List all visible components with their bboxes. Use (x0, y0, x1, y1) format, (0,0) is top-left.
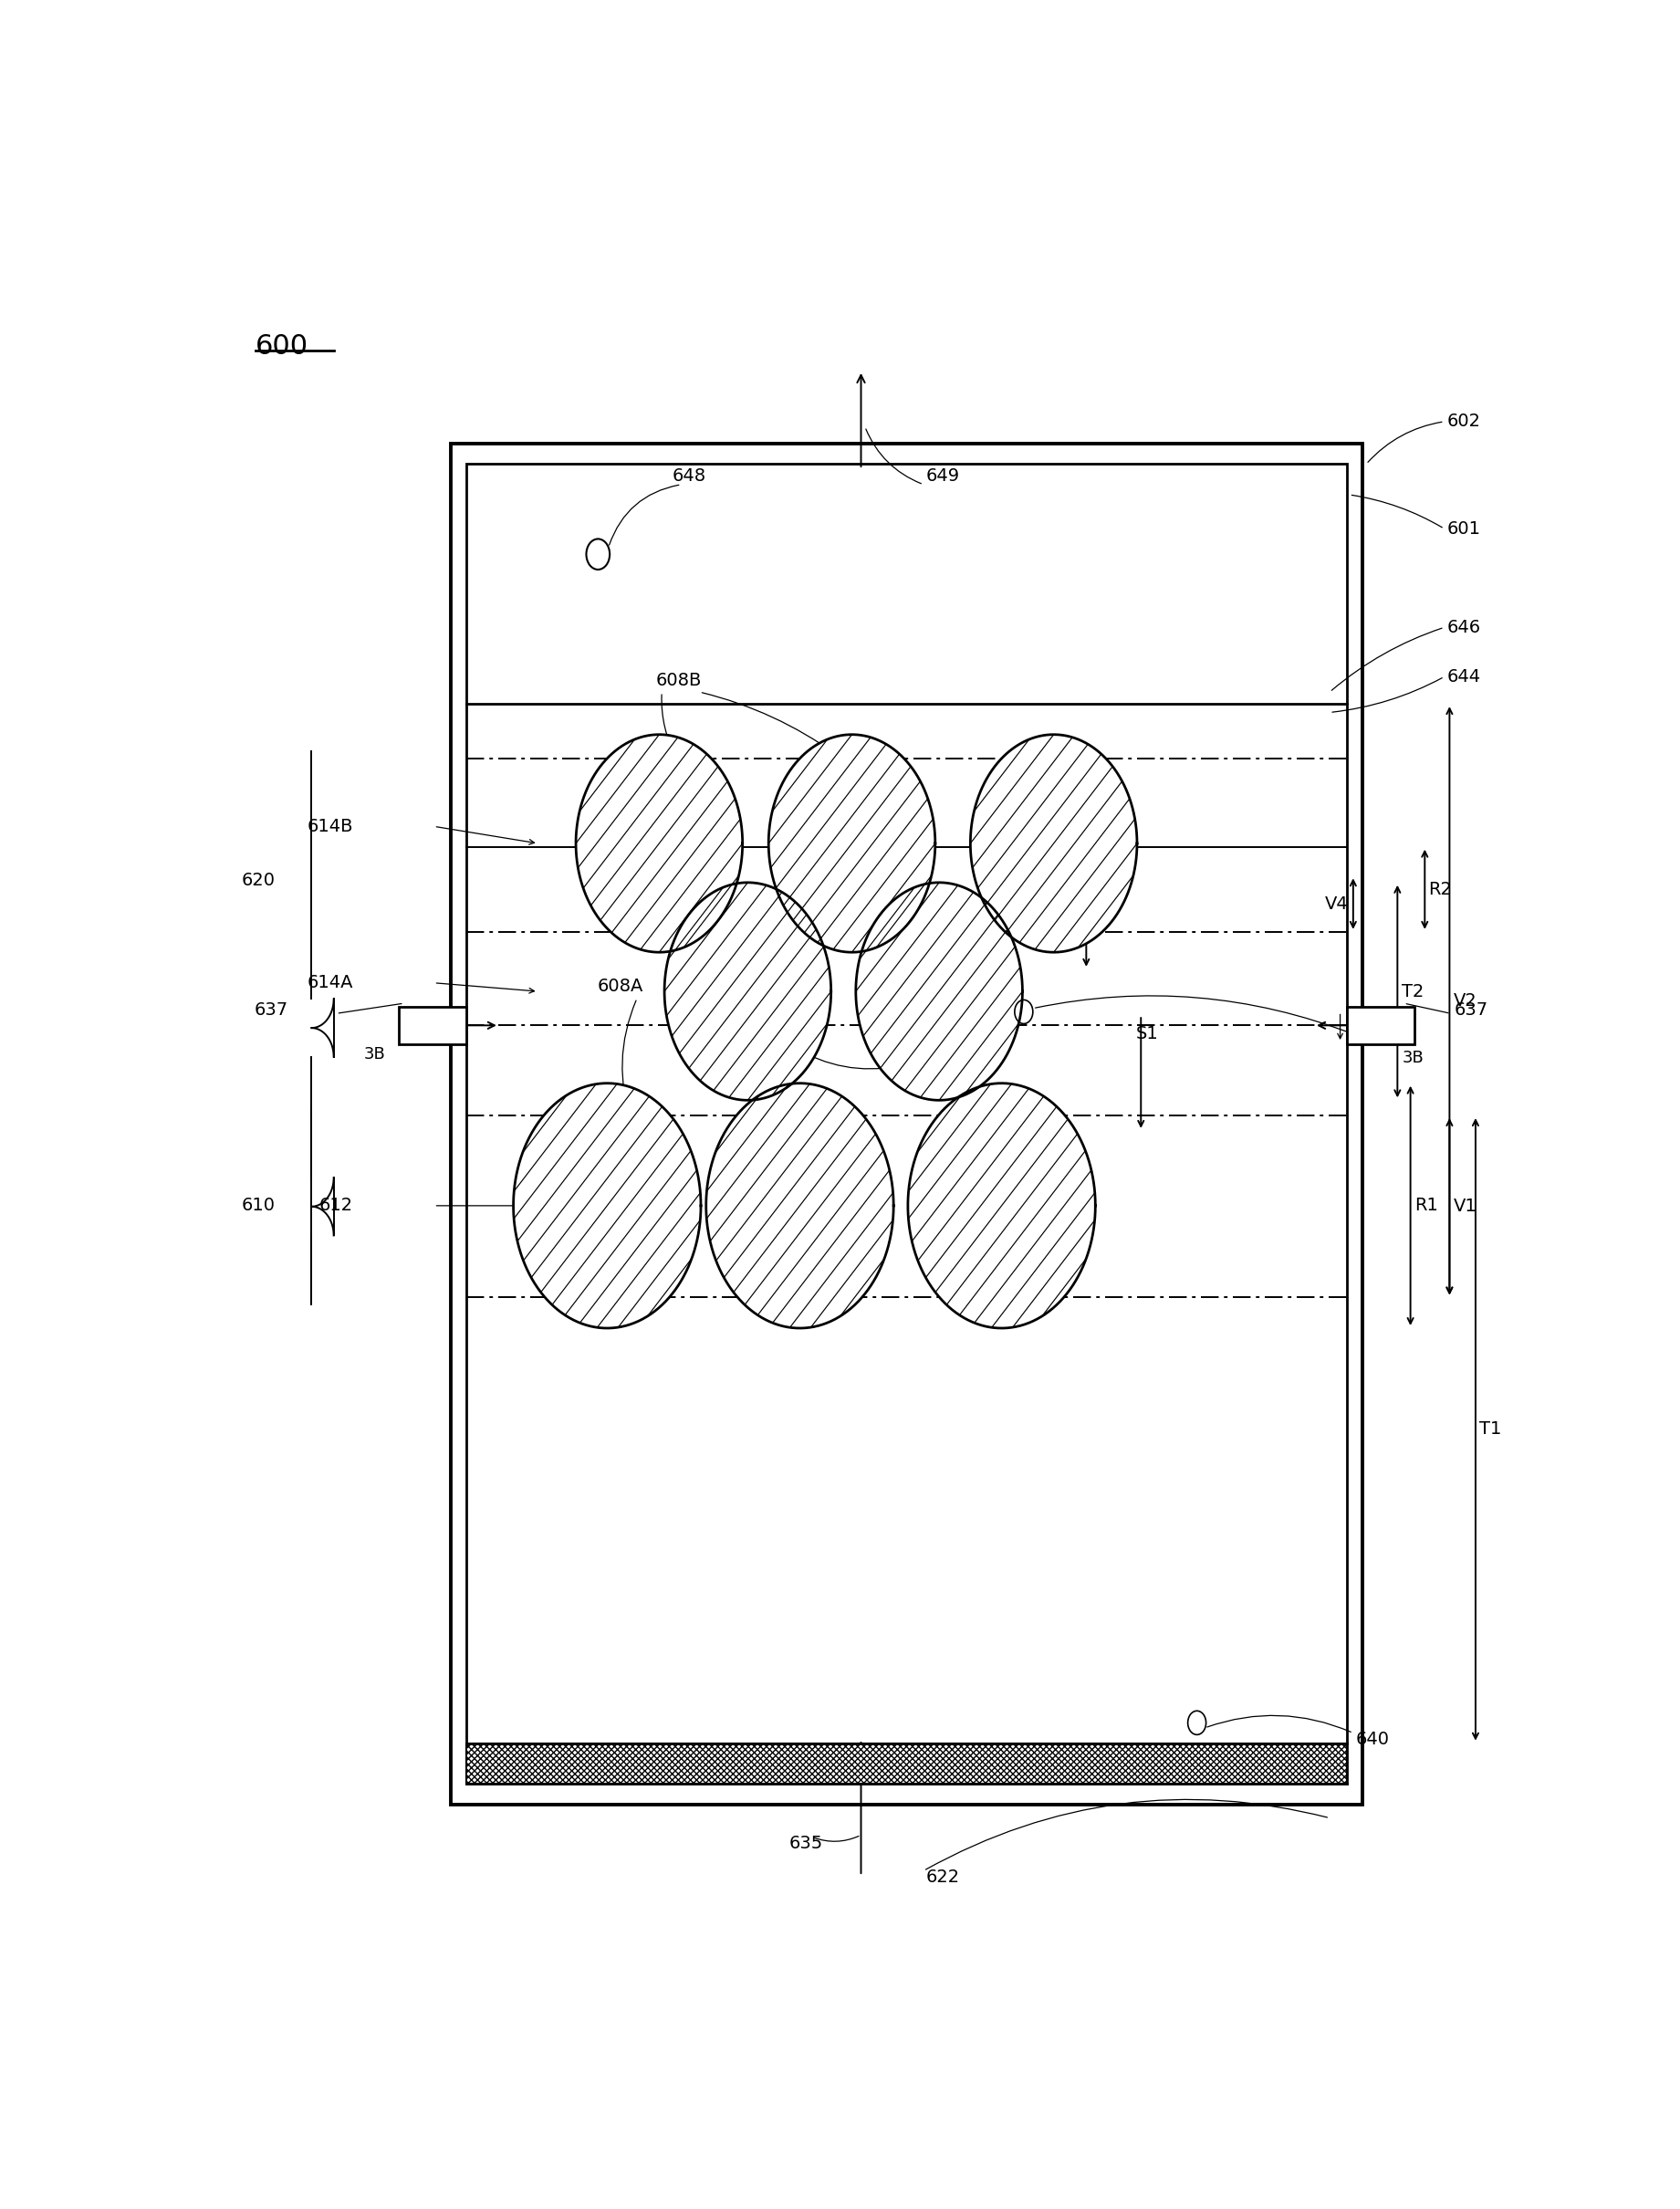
Text: 635: 635 (790, 1836, 823, 1851)
Text: 614A: 614A (307, 974, 353, 992)
Bar (450, 444, 1362, 1805)
Text: T2: T2 (1401, 983, 1423, 1001)
Text: 640: 640 (1356, 1732, 1389, 1750)
Polygon shape (706, 1082, 894, 1328)
Text: 612: 612 (319, 1197, 353, 1215)
Polygon shape (768, 736, 936, 952)
Text: V4: V4 (1324, 895, 1347, 912)
Text: V1: V1 (1453, 1197, 1477, 1215)
Text: R1: R1 (1415, 1197, 1438, 1215)
Text: 614B: 614B (307, 817, 353, 835)
Bar (398, 1007, 467, 1045)
Text: 637: 637 (254, 1001, 289, 1018)
Text: 620: 620 (242, 873, 276, 890)
Text: 642: 642 (1359, 1025, 1393, 1043)
Text: 644: 644 (1446, 667, 1480, 685)
Text: 610: 610 (242, 1197, 276, 1215)
Text: 608B: 608B (655, 672, 702, 689)
Polygon shape (514, 1082, 701, 1328)
Polygon shape (664, 884, 832, 1100)
Bar (1347, 1007, 1415, 1045)
Text: 3B: 3B (365, 1047, 386, 1063)
Text: 600: 600 (255, 334, 309, 360)
Text: 3B: 3B (1403, 1049, 1425, 1067)
Text: 646: 646 (1446, 619, 1480, 636)
Bar (467, 1743, 1347, 1785)
Text: 601: 601 (1446, 519, 1480, 537)
Text: 608B: 608B (753, 1056, 800, 1074)
Text: T1: T1 (1480, 1420, 1502, 1438)
Polygon shape (907, 1082, 1095, 1328)
Text: S1: S1 (1136, 1025, 1159, 1043)
Text: 608A: 608A (596, 979, 643, 994)
Text: R2: R2 (1428, 881, 1452, 899)
Bar (467, 464, 1347, 1785)
Polygon shape (576, 736, 743, 952)
Text: 622: 622 (926, 1869, 959, 1886)
Text: 637: 637 (1455, 1001, 1488, 1018)
Polygon shape (971, 736, 1137, 952)
Text: 649: 649 (926, 468, 959, 484)
Text: V2: V2 (1453, 992, 1477, 1010)
Polygon shape (855, 884, 1023, 1100)
Text: 602: 602 (1446, 413, 1480, 431)
Text: 608A: 608A (864, 979, 911, 994)
Text: 648: 648 (672, 468, 706, 484)
